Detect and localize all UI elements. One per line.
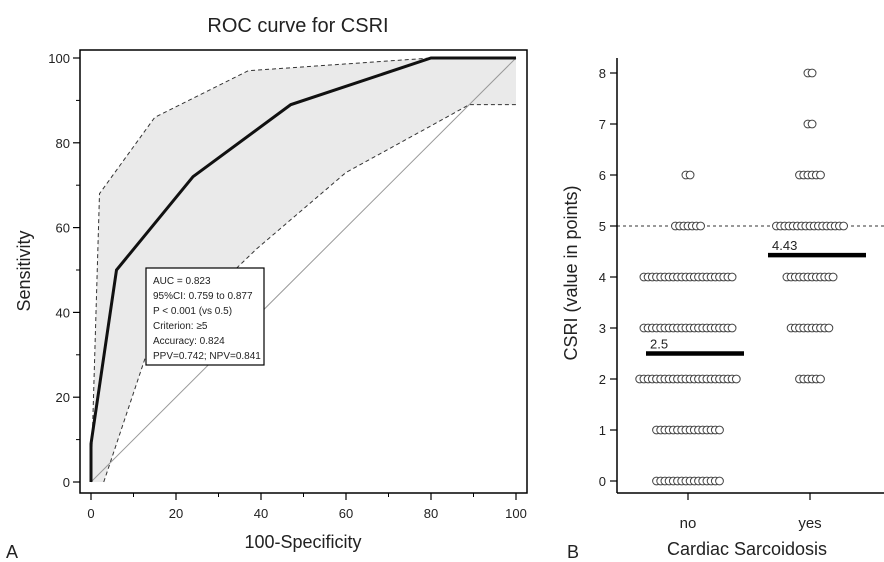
y-tick-label: 0 <box>599 474 606 489</box>
data-point <box>807 119 817 129</box>
dot-group-no <box>635 170 741 486</box>
x-tick-label: 20 <box>169 506 183 521</box>
stats-line-accuracy: Accuracy: 0.824 <box>153 336 225 347</box>
roc-axis-ticks: 0 20 40 60 80 100 0 20 40 60 80 100 <box>48 51 527 521</box>
y-tick-label: 7 <box>599 117 606 132</box>
y-tick-label: 60 <box>56 221 70 236</box>
y-tick-label: 4 <box>599 270 606 285</box>
data-point <box>816 374 825 384</box>
data-point <box>807 68 817 78</box>
y-tick-label: 80 <box>56 136 70 151</box>
stats-box-frame <box>145 267 265 366</box>
y-tick-label: 1 <box>599 423 606 438</box>
y-tick-label: 6 <box>599 168 606 183</box>
roc-y-label: Sensitivity <box>14 230 34 311</box>
data-point <box>839 221 848 231</box>
y-tick-label: 3 <box>599 321 606 336</box>
dotplot-x-label: Cardiac Sarcoidosis <box>667 539 827 559</box>
data-point <box>715 476 724 486</box>
dot-group-yes <box>772 68 848 384</box>
x-tick-label: 40 <box>254 506 268 521</box>
ci-band-fill <box>91 58 516 482</box>
data-point <box>828 272 838 282</box>
roc-title: ROC curve for CSRI <box>207 15 388 37</box>
roc-panel: ROC curve for CSRI 0 20 40 60 80 100 0 20 40 60 80… <box>6 15 528 562</box>
mean-label-yes: 4.43 <box>772 238 797 253</box>
group-means: 2.5 4.43 <box>646 238 866 356</box>
roc-curve <box>89 56 516 482</box>
data-point <box>731 374 741 384</box>
x-tick-label: 80 <box>424 506 438 521</box>
dotplot-panel: 2.5 4.43 0 1 2 3 4 5 6 7 8 no yes Cardiac Sarcoidos… <box>561 58 884 562</box>
data-point <box>715 425 724 435</box>
y-tick-label: 20 <box>56 390 70 405</box>
stats-line-ci: 95%CI: 0.759 to 0.877 <box>153 291 253 302</box>
stats-line-p: P < 0.001 (vs 0.5) <box>153 306 232 317</box>
data-point <box>696 221 705 231</box>
data-point <box>727 323 737 333</box>
x-tick-label: 0 <box>87 506 94 521</box>
dotplot-axis-ticks: 0 1 2 3 4 5 6 7 8 no yes <box>599 66 822 532</box>
roc-x-label: 100-Specificity <box>244 532 361 552</box>
stats-line-auc: AUC = 0.823 <box>153 276 211 287</box>
y-tick-label: 100 <box>48 51 70 66</box>
panel-label-a: A <box>6 542 18 562</box>
y-tick-label: 2 <box>599 372 606 387</box>
y-tick-label: 40 <box>56 305 70 320</box>
stats-line-criterion: Criterion: ≥5 <box>153 321 208 332</box>
dot-groups <box>635 68 848 486</box>
x-tick-label: 100 <box>505 506 527 521</box>
ci-upper-line <box>90 57 516 483</box>
x-tick-label: 60 <box>339 506 353 521</box>
data-point <box>824 323 834 333</box>
y-tick-label: 0 <box>63 475 70 490</box>
stats-box: AUC = 0.823 95%CI: 0.759 to 0.877 P < 0.… <box>145 267 265 366</box>
data-point <box>727 272 737 282</box>
data-point <box>685 170 695 180</box>
category-label-no: no <box>680 515 697 532</box>
data-point <box>816 170 825 180</box>
dotplot-y-label: CSRI (value in points) <box>561 185 581 360</box>
y-tick-label: 8 <box>599 66 606 81</box>
category-label-yes: yes <box>798 515 821 532</box>
panel-label-b: B <box>567 542 579 562</box>
reference-diagonal <box>90 57 517 483</box>
stats-line-ppv-npv: PPV=0.742; NPV=0.841 <box>153 351 261 362</box>
mean-label-no: 2.5 <box>650 337 668 352</box>
y-tick-label: 5 <box>599 219 606 234</box>
